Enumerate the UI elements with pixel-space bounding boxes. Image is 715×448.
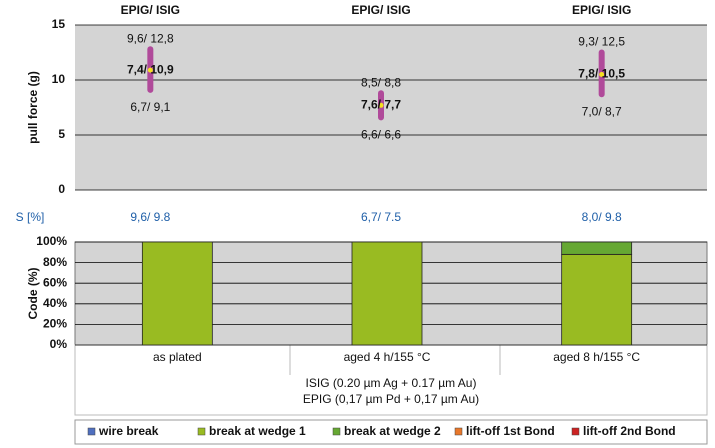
y-tick-label: 40% (43, 296, 67, 310)
y-tick-label: 10 (52, 72, 66, 86)
header: EPIG/ ISIG (121, 3, 180, 17)
y-tick-label: 0 (58, 182, 65, 196)
y-axis-label: Code (%) (26, 268, 40, 320)
x-tick-label: aged 4 h/155 °C (344, 350, 431, 364)
max-label: 9,6/ 12,8 (127, 31, 174, 45)
mean-label: 7,6/ 7,7 (361, 97, 401, 111)
legend-label: wire break (98, 424, 159, 438)
min-label: 6,7/ 9,1 (130, 100, 170, 114)
legend-label: break at wedge 2 (344, 424, 441, 438)
header: EPIG/ ISIG (351, 3, 410, 17)
y-tick-label: 100% (36, 234, 67, 248)
s-value: 9,6/ 9.8 (130, 210, 170, 224)
mean-label: 7,4/ 10,9 (127, 62, 174, 76)
y-tick-label: 60% (43, 275, 67, 289)
max-label: 9,3/ 12,5 (578, 35, 625, 49)
mean-point (147, 67, 153, 73)
y-tick-label: 20% (43, 317, 67, 331)
mean-point (378, 102, 384, 108)
y-tick-label: 80% (43, 255, 67, 269)
legend-swatch (571, 427, 580, 436)
y-tick-label: 0% (50, 337, 68, 351)
y-axis-label: pull force (g) (26, 71, 40, 144)
legend-swatch (454, 427, 463, 436)
legend-label: lift-off 2nd Bond (583, 424, 676, 438)
x-tick-label: aged 8 h/155 °C (553, 350, 640, 364)
s-value: 8,0/ 9.8 (582, 210, 622, 224)
legend-label: break at wedge 1 (209, 424, 306, 438)
bar-segment (351, 241, 423, 346)
s-value: 6,7/ 7.5 (361, 210, 401, 224)
legend-swatch (87, 427, 96, 436)
min-label: 6,6/ 6,6 (361, 128, 401, 142)
legend-swatch (332, 427, 341, 436)
bar-segment (561, 241, 633, 255)
legend-label: lift-off 1st Bond (466, 424, 555, 438)
x-tick-label: as plated (153, 350, 202, 364)
bar-segment (141, 241, 213, 346)
legend-box (74, 419, 708, 445)
y-tick-label: 5 (58, 127, 65, 141)
min-label: 7,0/ 8,7 (582, 104, 622, 118)
note: ISIG (0.20 µm Ag + 0.17 µm Au) (306, 376, 477, 390)
bar-segment (561, 253, 633, 346)
mean-point (599, 72, 605, 77)
y-tick-label: 15 (52, 17, 66, 31)
header: EPIG/ ISIG (572, 3, 631, 17)
note: EPIG (0,17 µm Pd + 0,17 µm Au) (303, 392, 479, 406)
max-label: 8,5/ 8,8 (361, 75, 401, 89)
mean-label: 7,8/ 10,5 (578, 67, 625, 81)
s-label: S [%] (16, 210, 45, 224)
legend-swatch (197, 427, 206, 436)
